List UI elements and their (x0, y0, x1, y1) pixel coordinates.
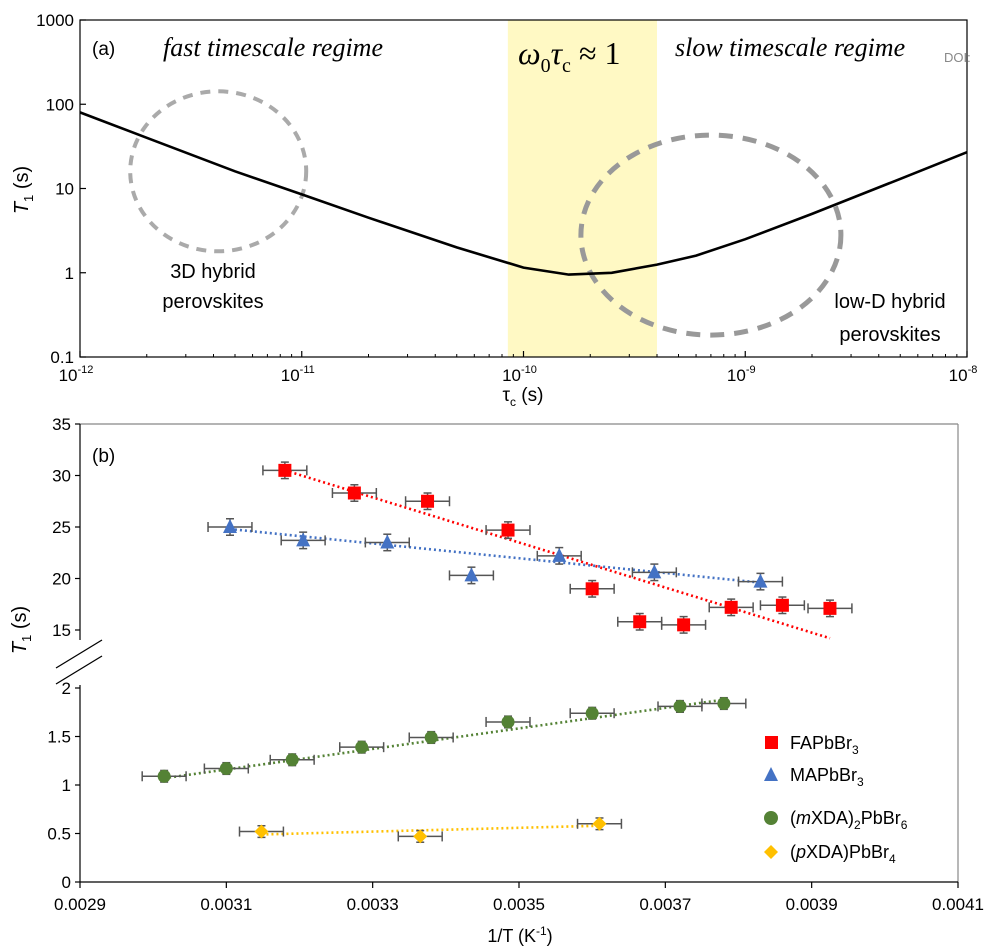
circle-lowd (578, 132, 844, 338)
fit-line (261, 824, 600, 836)
axis-break-mark (55, 639, 103, 685)
a-ytick-label: 10 (55, 180, 74, 199)
legend-marker-fa (765, 736, 778, 749)
b-xtick-label: 0.0037 (639, 895, 691, 914)
b-ytick-label: 0 (62, 873, 71, 892)
b-ytick-label: 30 (52, 467, 71, 486)
b-ytick-label: 0.5 (47, 825, 71, 844)
marker-square (823, 601, 837, 615)
left-annot-line2: perovskites (162, 291, 263, 313)
marker-circle (673, 699, 687, 713)
a-ytick-label: 0.1 (50, 348, 74, 367)
b-xtick-label: 0.0041 (932, 895, 984, 914)
legend-fa: FAPbBr3 (790, 733, 859, 757)
fast-regime-label: fast timescale regime (163, 33, 383, 62)
b-ytick-label: 25 (52, 518, 71, 537)
fit-line (163, 698, 725, 780)
a-xtick-label: 10-8 (949, 364, 978, 385)
marker-circle (501, 715, 515, 729)
circle-layer (128, 89, 844, 338)
marker-circle (285, 753, 299, 767)
panel-a: 10-12 10-11 10-10 10-9 10-8 0.1 1 10 100 1000 (a… (11, 11, 977, 409)
right-annot-line2: perovskites (839, 324, 940, 346)
a-xlabel: τc (s) (503, 385, 544, 409)
marker-triangle (222, 519, 237, 533)
b-ytick-label: 1 (62, 776, 71, 795)
marker-circle (157, 769, 171, 783)
left-annot-line1: 3D hybrid (170, 261, 256, 283)
marker-diamond (413, 829, 428, 844)
shaded-band (507, 20, 658, 357)
a-xtick-label: 10-9 (727, 364, 756, 385)
right-annot-line1: low-D hybrid (834, 291, 945, 313)
a-xtick-label: 10-12 (59, 364, 94, 385)
marker-triangle (552, 547, 567, 562)
marker-square (347, 486, 361, 500)
marker-triangle (753, 573, 768, 588)
b-ytick-label: 35 (52, 415, 71, 434)
b-xtick-label: 0.0031 (200, 895, 252, 914)
fit-lines (163, 469, 831, 836)
b-ytick-label: 1.5 (47, 728, 71, 747)
b-ylabel: T1 (s) (9, 606, 34, 654)
b-ytick-label: 15 (52, 621, 71, 640)
errorbars (141, 461, 853, 843)
marker-circle (355, 740, 369, 754)
marker-square (677, 618, 691, 632)
a-ytick-label: 1 (65, 264, 74, 283)
doi-label: DOI: (944, 50, 971, 65)
legend-pxda: (pXDA)PbBr4 (790, 842, 896, 866)
b-xlabel: 1/T (K-1) (487, 924, 552, 946)
t1-curve (79, 111, 968, 276)
a-xtick-label: 10-11 (281, 364, 315, 385)
b-xtick-label: 0.0039 (786, 895, 838, 914)
marker-circle (717, 697, 731, 711)
a-ytick-label: 100 (46, 95, 74, 114)
marker-diamond (592, 816, 607, 831)
b-xtick-label: 0.0029 (54, 895, 106, 914)
a-ytick-label: 1000 (36, 11, 74, 30)
panel-b: 0.0029 0.0031 0.0033 0.0035 0.0037 0.0039 0.00… (9, 415, 984, 946)
marker-square (633, 615, 647, 629)
b-ytick-label: 2 (62, 679, 71, 698)
marker-square (278, 463, 292, 477)
legend-marker-mxda (764, 811, 778, 825)
a-xtick-label: 10-10 (502, 364, 537, 385)
marker-square (421, 494, 435, 508)
panel-a-label: (a) (92, 39, 115, 60)
legend-marker-pxda (764, 845, 778, 859)
panel-b-label: (b) (92, 446, 115, 467)
slow-regime-label: slow timescale regime (675, 33, 905, 62)
fit-line (229, 527, 761, 584)
b-yticks: 15 20 25 30 35 0 0.5 1 1.5 2 (47, 415, 80, 892)
legend: FAPbBr3 MAPbBr3 (mXDA)2PbBr6 (pXDA)PbBr4 (764, 733, 908, 866)
marker-square (501, 523, 515, 537)
marker-square (585, 582, 599, 596)
marker-triangle (380, 534, 395, 549)
marker-triangle (296, 532, 311, 547)
b-xticks: 0.0029 0.0031 0.0033 0.0035 0.0037 0.0039 0.00… (54, 882, 984, 914)
band-label: ω0τc ≈ 1 (518, 35, 621, 77)
b-xtick-label: 0.0033 (347, 895, 399, 914)
marker-circle (219, 762, 233, 776)
marker-circle (585, 706, 599, 720)
legend-mxda: (mXDA)2PbBr6 (790, 808, 908, 832)
marker-diamond (254, 824, 269, 839)
marker-square (724, 600, 738, 614)
a-yticks: 0.1 1 10 100 1000 (36, 11, 86, 367)
marker-circle (424, 730, 438, 744)
b-ytick-label: 20 (52, 570, 71, 589)
b-xtick-label: 0.0035 (493, 895, 545, 914)
marker-triangle (647, 564, 662, 579)
a-ylabel: T1 (s) (11, 166, 36, 214)
marker-square (775, 598, 789, 612)
legend-marker-ma (764, 767, 778, 781)
circle-3d (128, 89, 309, 254)
legend-ma: MAPbBr3 (790, 765, 864, 789)
marker-triangle (464, 567, 479, 582)
markers (157, 463, 837, 844)
